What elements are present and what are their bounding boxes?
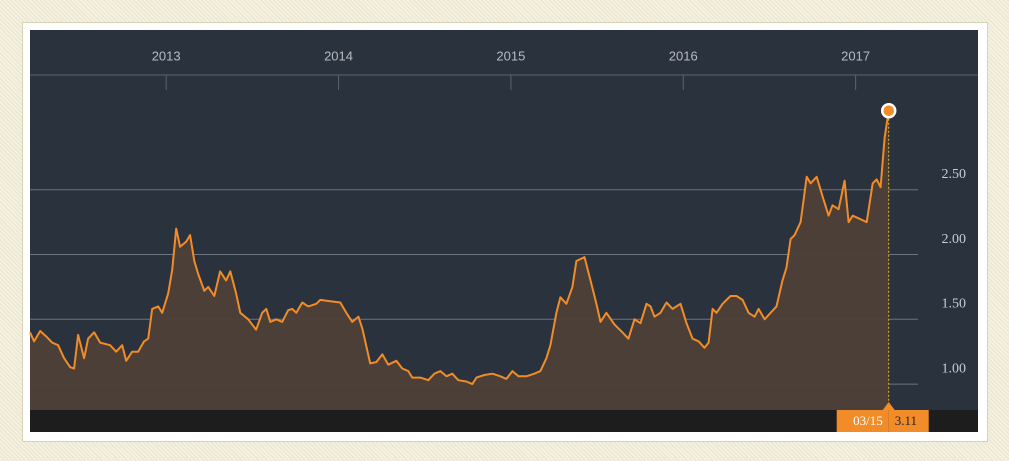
pointer — [882, 402, 895, 410]
value-label: 3.11 — [895, 413, 917, 428]
date-box — [836, 410, 889, 432]
x-tick-label: 2017 — [841, 48, 870, 63]
x-tick-label: 2016 — [669, 48, 698, 63]
date-label: 03/15 — [853, 413, 883, 428]
y-tick-label: 1.50 — [942, 297, 967, 312]
x-tick-label: 2015 — [496, 48, 525, 63]
x-tick-label: 2014 — [324, 48, 353, 63]
y-tick-label: 1.00 — [942, 361, 967, 376]
bottom-strip — [30, 410, 978, 432]
y-tick-label: 2.50 — [942, 167, 967, 182]
x-tick-label: 2013 — [152, 48, 181, 63]
area — [30, 110, 889, 410]
last-point — [880, 102, 897, 119]
y-tick-label: 2.00 — [942, 232, 967, 247]
line — [29, 110, 890, 386]
value-box — [888, 410, 929, 432]
